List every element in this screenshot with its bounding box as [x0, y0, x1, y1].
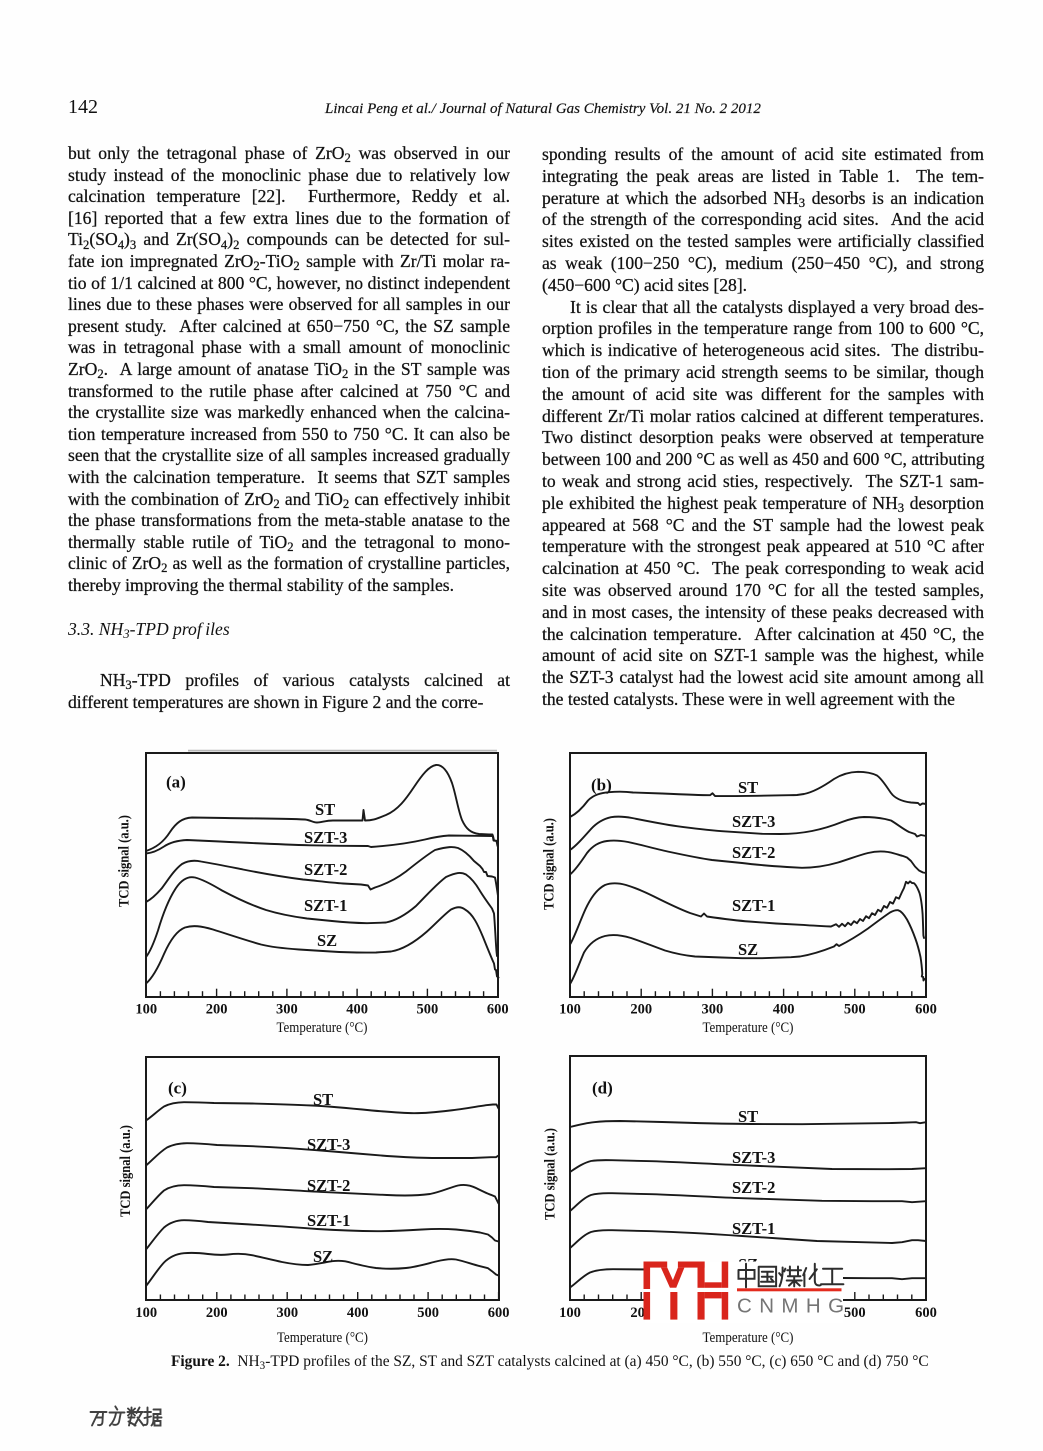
svg-text:100: 100: [135, 1305, 157, 1321]
svg-text:500: 500: [417, 1001, 439, 1017]
svg-text:SZT-1: SZT-1: [307, 1211, 350, 1230]
svg-text:SZT-2: SZT-2: [732, 1178, 775, 1197]
svg-text:600: 600: [488, 1305, 510, 1321]
svg-text:500: 500: [844, 1305, 866, 1321]
svg-text:Temperature (°C): Temperature (°C): [277, 1020, 368, 1036]
svg-text:Temperature (°C): Temperature (°C): [703, 1330, 794, 1346]
svg-text:SZT-3: SZT-3: [304, 828, 347, 847]
svg-text:200: 200: [206, 1305, 228, 1321]
svg-text:100: 100: [135, 1001, 157, 1017]
svg-text:200: 200: [630, 1001, 652, 1017]
svg-text:ST: ST: [738, 1107, 758, 1126]
svg-text:SZT-2: SZT-2: [732, 843, 775, 862]
svg-text:(a): (a): [166, 773, 186, 792]
svg-text:TCD signal (a.u.): TCD signal (a.u.): [118, 1125, 134, 1217]
svg-text:SZT-1: SZT-1: [304, 896, 347, 915]
svg-text:600: 600: [915, 1001, 937, 1017]
svg-text:ST: ST: [315, 800, 335, 819]
svg-text:TCD signal (a.u.): TCD signal (a.u.): [543, 1128, 559, 1220]
svg-text:200: 200: [206, 1001, 228, 1017]
svg-text:SZT-1: SZT-1: [732, 1219, 775, 1238]
svg-text:400: 400: [347, 1305, 369, 1321]
svg-text:SZT-2: SZT-2: [304, 860, 347, 879]
svg-text:600: 600: [915, 1305, 937, 1321]
svg-text:(b): (b): [591, 776, 612, 795]
svg-text:SZT-2: SZT-2: [307, 1176, 350, 1195]
svg-text:SZT-3: SZT-3: [732, 1148, 775, 1167]
svg-text:100: 100: [559, 1001, 581, 1017]
svg-text:100: 100: [559, 1305, 581, 1321]
svg-text:SZ: SZ: [317, 931, 337, 950]
svg-text:(d): (d): [592, 1079, 613, 1098]
svg-text:500: 500: [844, 1001, 866, 1017]
svg-text:SZT-3: SZT-3: [732, 812, 775, 831]
svg-text:(c): (c): [168, 1079, 187, 1098]
svg-text:TCD signal (a.u.): TCD signal (a.u.): [542, 818, 558, 910]
svg-text:SZT-3: SZT-3: [307, 1135, 350, 1154]
svg-text:SZ: SZ: [313, 1247, 333, 1266]
svg-text:400: 400: [773, 1001, 795, 1017]
svg-text:Temperature (°C): Temperature (°C): [703, 1020, 794, 1036]
svg-text:600: 600: [487, 1001, 509, 1017]
svg-text:400: 400: [346, 1001, 368, 1017]
svg-text:300: 300: [702, 1001, 724, 1017]
svg-text:SZ: SZ: [738, 940, 758, 959]
svg-text:ST: ST: [313, 1090, 333, 1109]
svg-text:300: 300: [276, 1001, 298, 1017]
svg-text:TCD signal (a.u.): TCD signal (a.u.): [117, 815, 133, 907]
svg-text:Temperature (°C): Temperature (°C): [277, 1330, 368, 1346]
svg-text:500: 500: [417, 1305, 439, 1321]
svg-text:CNMHG: CNMHG: [737, 1294, 851, 1317]
svg-text:SZT-1: SZT-1: [732, 896, 775, 915]
svg-text:ST: ST: [738, 778, 758, 797]
svg-text:300: 300: [276, 1305, 298, 1321]
